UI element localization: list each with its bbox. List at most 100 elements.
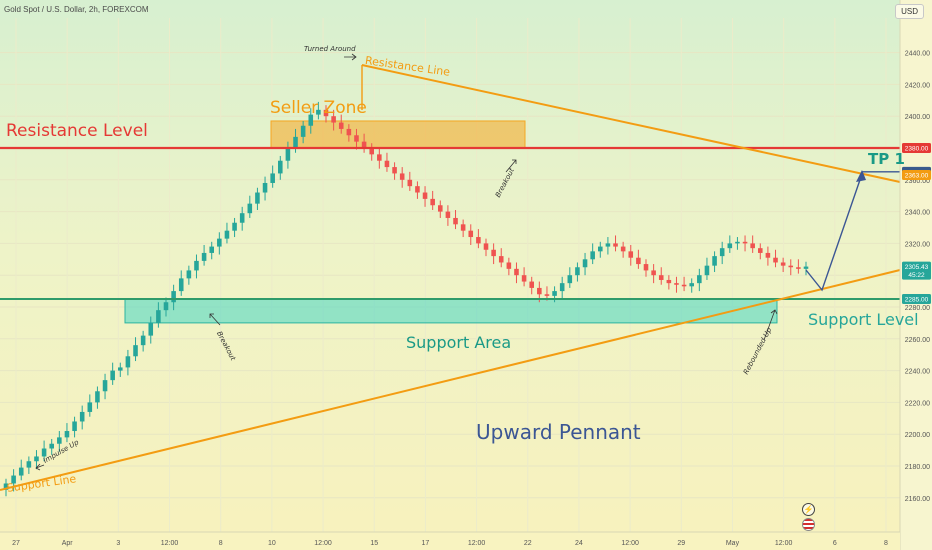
candle-body xyxy=(64,431,70,438)
candle xyxy=(674,276,679,293)
candle xyxy=(628,244,634,266)
candle xyxy=(308,108,314,134)
candle-body xyxy=(95,391,100,403)
candle-body xyxy=(102,380,108,392)
candle xyxy=(445,205,451,226)
candle xyxy=(415,181,420,199)
candle-body xyxy=(658,275,664,280)
candle xyxy=(331,109,336,131)
x-tick-label: 3 xyxy=(116,540,120,547)
candle xyxy=(34,450,39,470)
candle-body xyxy=(110,370,115,381)
lightning-icon[interactable]: ⚡ xyxy=(802,503,815,516)
candle-body xyxy=(689,283,694,287)
candle-body xyxy=(529,281,534,288)
candle-body xyxy=(666,279,672,284)
candle-body xyxy=(118,367,123,371)
candle xyxy=(316,101,321,120)
impulse-up-arrow xyxy=(35,463,45,471)
candle-body xyxy=(537,287,542,295)
candle-body xyxy=(521,275,527,282)
candle xyxy=(453,210,458,230)
candle-body xyxy=(544,294,550,296)
candle-body xyxy=(316,109,321,115)
candle xyxy=(803,261,809,276)
candle xyxy=(712,251,717,273)
candle xyxy=(369,143,374,161)
candle-body xyxy=(384,160,390,168)
x-tick-label: 29 xyxy=(677,540,685,547)
candle-body xyxy=(217,238,222,247)
candle-body xyxy=(224,230,230,239)
us-flag-icon[interactable] xyxy=(802,518,815,531)
candle xyxy=(651,264,656,284)
candle xyxy=(87,394,93,417)
pattern-label: Upward Pennant xyxy=(476,420,641,444)
candle xyxy=(361,133,367,153)
candle-body xyxy=(41,448,47,457)
x-tick-label: 12:00 xyxy=(775,540,793,547)
candle xyxy=(323,105,329,123)
candle xyxy=(529,276,534,295)
candle xyxy=(217,232,222,255)
x-tick-label: 6 xyxy=(833,540,837,547)
candle-body xyxy=(308,114,314,126)
candle-body xyxy=(460,224,466,231)
seller-zone-box xyxy=(270,120,526,149)
currency-button[interactable]: USD xyxy=(895,4,924,19)
price-badge-value: 2285.00 xyxy=(905,297,929,304)
candle xyxy=(689,278,694,293)
candle xyxy=(262,176,268,201)
x-tick-label: 8 xyxy=(884,540,888,547)
candle-body xyxy=(156,310,161,323)
candle xyxy=(102,373,108,400)
price-badge-countdown: 45:22 xyxy=(908,272,925,279)
x-tick-label: 27 xyxy=(12,540,20,547)
candle-body xyxy=(582,259,588,268)
turned-around-note: Turned Around xyxy=(304,45,356,53)
candle xyxy=(133,337,138,362)
candle xyxy=(750,235,755,253)
y-tick-label: 2180.00 xyxy=(905,464,930,471)
candle xyxy=(392,162,397,180)
price-badge: 2285.00 xyxy=(902,294,931,305)
candle-body xyxy=(758,248,763,253)
y-tick-label: 2440.00 xyxy=(905,51,930,58)
candle-body xyxy=(468,230,474,238)
candle-body xyxy=(803,266,809,269)
candle xyxy=(567,267,573,288)
x-tick-label: May xyxy=(726,540,740,547)
candle xyxy=(148,316,154,344)
candle xyxy=(194,254,199,279)
price-badge-bg xyxy=(902,170,931,181)
candle xyxy=(605,237,611,255)
candle xyxy=(278,155,283,180)
candle xyxy=(742,235,748,252)
candle-body xyxy=(194,260,199,271)
support-area-label: Support Area xyxy=(406,333,512,352)
candle-body xyxy=(620,246,626,252)
candle-body xyxy=(598,246,603,252)
candle xyxy=(255,187,260,211)
candle-body xyxy=(506,262,512,269)
x-tick-label: 24 xyxy=(575,540,583,547)
candle-body xyxy=(438,205,443,212)
candle xyxy=(636,249,641,269)
resistance-trendline xyxy=(361,64,901,183)
candle-body xyxy=(483,243,489,250)
y-tick-label: 2260.00 xyxy=(905,337,930,344)
x-tick-label: 17 xyxy=(422,540,430,547)
x-axis: 27 Apr 3 12:00 8 10 12:00 15 17 12:00 22 24 12:00 29 M… xyxy=(0,531,900,550)
candle xyxy=(377,148,382,169)
candle-body xyxy=(354,135,359,142)
candle-body xyxy=(514,268,519,276)
candle xyxy=(64,423,70,443)
candle-body xyxy=(628,251,634,258)
candle-body xyxy=(201,252,207,261)
candle-body xyxy=(49,443,54,449)
candle xyxy=(758,243,763,260)
candle-body xyxy=(605,243,611,247)
y-tick-label: 2240.00 xyxy=(905,369,930,376)
candle-body xyxy=(780,262,786,266)
